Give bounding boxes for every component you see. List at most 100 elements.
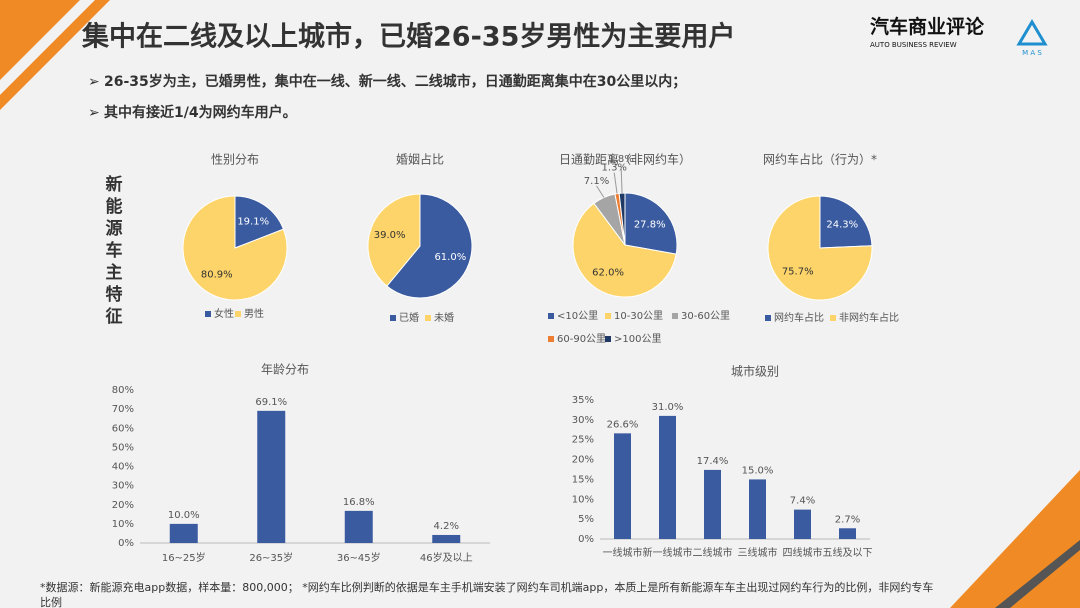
data-label: 2.7% [835,514,860,525]
data-label: 19.1% [237,216,269,227]
y-tick-label: 40% [112,462,134,473]
footnote: *数据源：新能源充电app数据，样本量：800,000； *网约车比例判断的依据… [40,581,934,608]
legend-label: 10-30公里 [614,310,663,322]
legend-label: 非网约车占比 [839,311,899,324]
legend-swatch [672,313,678,319]
x-tick-label: 三线城市 [738,546,778,559]
legend-label: 60-90公里 [557,333,606,345]
leader-line [596,185,605,198]
data-label: 4.2% [434,521,459,532]
pie-slice [234,195,285,249]
data-label: 15.0% [742,465,774,476]
leader-line [613,172,618,194]
bar [169,523,198,543]
bullet: 26-35岁为主，已婚男性，集中在一线、新一线、二线城市，日通勤距离集中在30公… [104,73,686,90]
legend-swatch [548,336,554,342]
y-tick-label: 60% [112,423,134,434]
chart-title: 性别分布 [211,153,259,167]
pie-slice [819,195,873,249]
y-tick-label: 15% [572,474,594,485]
decor [995,540,1080,608]
data-label: 1.8% [608,154,633,165]
y-tick-label: 20% [112,500,134,511]
bar [704,469,721,539]
y-tick-label: 70% [112,404,134,415]
data-label: 61.0% [434,252,466,263]
x-tick-label: 四线城市 [783,546,823,559]
logo-icon [1016,19,1048,46]
data-label: 1.3% [602,163,627,174]
y-tick-label: 30% [112,481,134,492]
data-label: 10.0% [168,510,200,521]
pie-slice [572,202,677,298]
bar [432,534,461,543]
x-tick-label: 一线城市 [603,546,643,559]
bar [257,410,286,543]
bar [659,415,676,539]
x-tick-label: 16~25岁 [162,551,206,564]
bar [794,509,811,539]
data-label: 62.0% [592,267,624,278]
bullet: ➢ [88,105,100,121]
legend-label: 男性 [244,307,264,320]
chart-title: 城市级别 [731,364,779,379]
legend-swatch [605,313,611,319]
data-label: 75.7% [782,266,814,277]
x-tick-label: 46岁及以上 [420,551,473,564]
pie-slice [182,195,288,301]
leader-line [620,163,623,194]
data-label: 16.8% [343,497,375,508]
data-label: 39.0% [374,230,406,241]
legend-label: 30-60公里 [681,310,730,322]
y-tick-label: 30% [572,415,594,426]
decor [0,0,110,110]
data-label: 31.0% [652,402,684,413]
slide-title: 集中在二线及以上城市，已婚26-35岁男性为主要用户 [81,21,735,53]
y-tick-label: 20% [572,455,594,466]
y-tick-label: 25% [572,435,594,446]
data-label: 7.4% [790,496,815,507]
y-tick-label: 10% [112,519,134,530]
chart-title: 年龄分布 [261,363,309,377]
legend-swatch [830,315,836,321]
legend-swatch [548,313,554,319]
pie-slice [367,193,421,287]
logo-mas: M A S [1022,49,1042,57]
legend-label: 女性 [214,307,234,320]
logo-en: AUTO BUSINESS REVIEW [870,41,957,49]
y-tick-label: 10% [572,494,594,505]
chart-title: 婚姻占比 [396,152,444,167]
legend-label: 网约车占比 [774,311,824,324]
y-tick-label: 0% [578,534,594,545]
legend-swatch [765,315,771,321]
data-label: 24.3% [826,220,858,231]
data-label: 26.6% [607,419,639,430]
pie-slice [767,195,873,301]
data-label: 80.9% [201,270,233,281]
x-tick-label: 二线城市 [693,546,733,559]
bullet: 其中有接近1/4为网约车用户。 [104,104,297,121]
x-tick-label: 36~45岁 [337,551,381,564]
legend-label: >100公里 [614,333,661,345]
decor [0,0,80,80]
decor [950,470,1080,608]
y-tick-label: 0% [118,538,134,549]
pie-slice [624,192,678,255]
legend-label: <10公里 [557,310,598,322]
x-tick-label: 26~35岁 [249,551,293,564]
pie-slice [386,193,473,299]
logo: 汽车商业评论 [870,15,985,38]
data-label: 69.1% [255,397,287,408]
legend-label: 已婚 [399,311,419,324]
chart-title: 日通勤距离（非网约车） [559,152,691,167]
y-tick-label: 5% [578,514,594,525]
bar [749,479,766,539]
side-label: 新能源车主特征 [106,174,123,327]
legend-swatch [235,311,241,317]
data-label: 7.1% [584,176,609,187]
bullet: ➢ [88,74,100,90]
bar [614,433,631,539]
legend-label: 未婚 [434,311,454,324]
